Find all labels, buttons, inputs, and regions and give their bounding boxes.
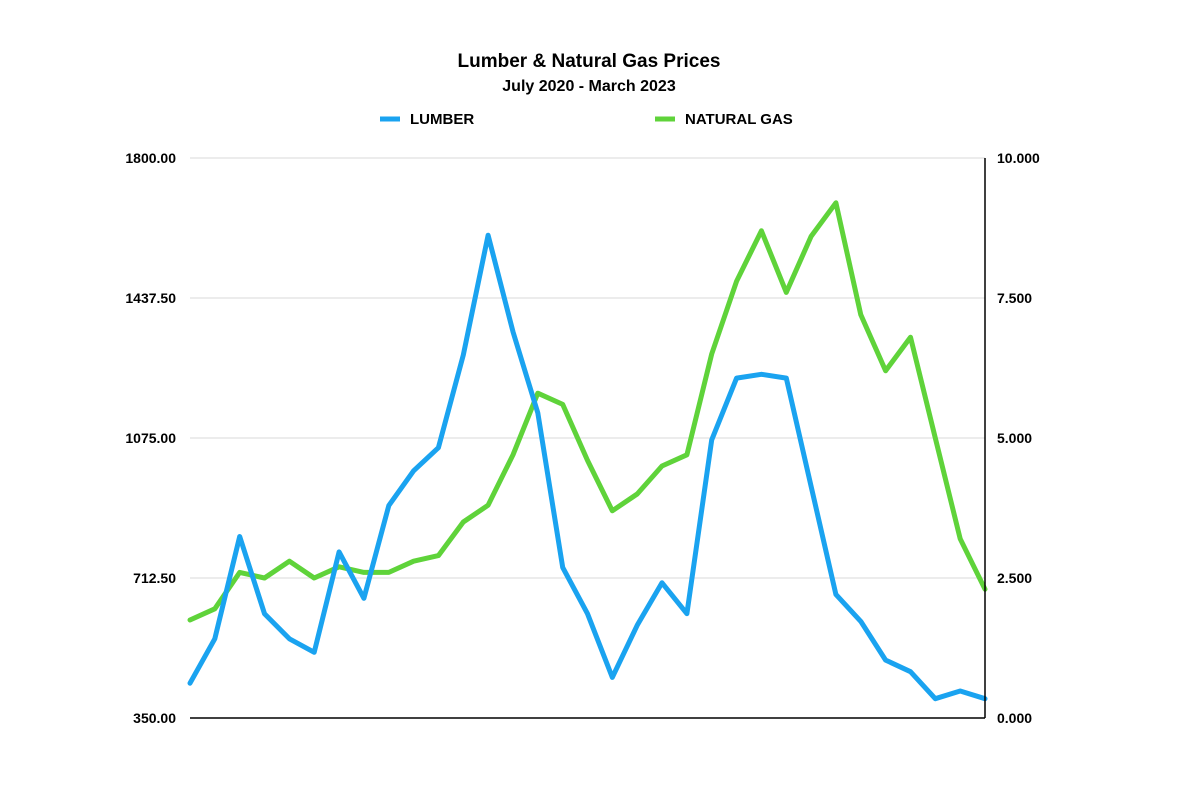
gridlines <box>190 157 985 579</box>
right-tick-label: 10.000 <box>997 150 1040 166</box>
chart-title: Lumber & Natural Gas Prices <box>458 51 721 72</box>
legend-label-lumber: LUMBER <box>410 111 474 128</box>
left-axis-ticks: 1800.00 1437.50 1075.00 712.50 350.00 <box>125 150 176 726</box>
legend-label-natural-gas: NATURAL GAS <box>685 111 793 128</box>
right-axis-ticks: 10.000 7.500 5.000 2.500 0.000 <box>997 150 1040 726</box>
series-line-lumber <box>187 232 988 702</box>
chart-subtitle: July 2020 - March 2023 <box>502 78 676 95</box>
right-tick-label: 5.000 <box>997 430 1032 446</box>
right-tick-label: 7.500 <box>997 290 1032 306</box>
right-tick-label: 0.000 <box>997 710 1032 726</box>
left-tick-label: 1075.00 <box>125 430 176 446</box>
legend: LUMBER NATURAL GAS <box>380 111 793 128</box>
left-tick-label: 1437.50 <box>125 290 176 306</box>
left-tick-label: 712.50 <box>133 570 176 586</box>
left-tick-label: 350.00 <box>133 710 176 726</box>
left-tick-label: 1800.00 <box>125 150 176 166</box>
series-line-natural-gas <box>187 200 988 623</box>
series-layer <box>187 200 988 702</box>
right-tick-label: 2.500 <box>997 570 1032 586</box>
